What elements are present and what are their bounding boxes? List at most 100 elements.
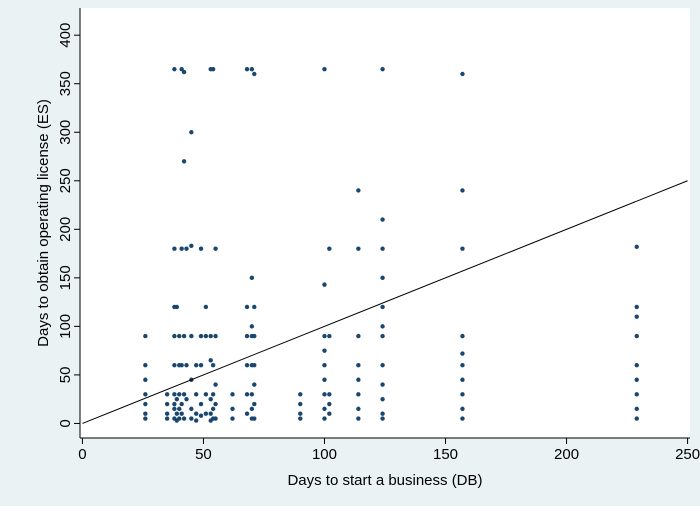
point	[252, 363, 257, 368]
point	[203, 304, 209, 310]
x-tick-label: 200	[554, 446, 579, 463]
point	[164, 416, 170, 421]
point	[634, 333, 639, 339]
point	[322, 363, 327, 368]
point	[193, 392, 199, 397]
point	[213, 401, 218, 407]
y-tick-label: 0	[57, 419, 74, 427]
point	[380, 411, 385, 416]
point	[380, 275, 385, 281]
point	[208, 358, 213, 363]
point	[244, 304, 250, 310]
point	[460, 188, 465, 193]
point	[460, 363, 465, 368]
point	[213, 416, 218, 421]
point	[203, 411, 209, 416]
point	[230, 416, 235, 421]
point	[634, 406, 639, 412]
point	[213, 333, 218, 339]
point	[327, 411, 332, 416]
point	[143, 377, 148, 382]
point	[198, 401, 204, 407]
x-tick-label: 0	[78, 446, 86, 463]
y-tick-label: 400	[57, 23, 74, 48]
point	[356, 406, 361, 412]
point	[174, 396, 180, 402]
reference-line	[82, 180, 688, 424]
point	[193, 363, 199, 368]
point	[322, 348, 327, 353]
point	[460, 71, 465, 77]
point	[210, 363, 216, 368]
point	[252, 304, 257, 310]
point	[356, 363, 361, 368]
x-axis-title: Days to start a business (DB)	[287, 472, 482, 489]
x-tick-label: 150	[433, 446, 458, 463]
point	[249, 66, 255, 72]
point	[327, 392, 332, 397]
point	[198, 333, 204, 339]
point	[189, 130, 194, 135]
point	[380, 217, 385, 222]
point	[380, 246, 385, 251]
point	[298, 392, 303, 397]
point	[143, 401, 148, 407]
point	[164, 401, 170, 407]
point	[164, 411, 170, 416]
point	[322, 333, 327, 339]
point	[380, 416, 385, 421]
point	[203, 333, 209, 339]
point	[322, 282, 327, 287]
point	[252, 333, 257, 339]
point	[380, 66, 385, 72]
point	[177, 416, 182, 421]
y-tick-label: 100	[57, 314, 74, 339]
point	[208, 396, 213, 402]
point	[198, 413, 204, 418]
y-axis-title: Days to obtain operating license (ES)	[35, 99, 52, 347]
point	[634, 314, 639, 319]
point	[460, 377, 465, 382]
point	[634, 244, 639, 249]
point	[252, 416, 257, 421]
point	[634, 377, 639, 382]
point	[380, 304, 385, 310]
point	[198, 363, 204, 368]
point	[380, 382, 385, 387]
point	[460, 406, 465, 412]
point	[198, 246, 204, 251]
point	[213, 382, 218, 387]
point	[244, 392, 250, 397]
point	[356, 416, 361, 421]
point	[174, 304, 180, 310]
y-tick-label: 250	[57, 168, 74, 193]
point	[172, 246, 177, 251]
point	[210, 392, 216, 397]
point	[179, 363, 184, 368]
point	[181, 392, 187, 397]
point	[172, 333, 177, 339]
point	[249, 275, 255, 281]
point	[298, 401, 303, 407]
y-tick-label: 50	[57, 367, 74, 384]
point	[230, 406, 235, 412]
point	[322, 406, 327, 412]
x-tick-label: 100	[312, 446, 337, 463]
point	[380, 324, 385, 329]
point	[460, 246, 465, 251]
point	[252, 71, 257, 77]
point	[184, 363, 189, 368]
point	[244, 411, 250, 416]
point	[172, 392, 177, 397]
point	[460, 351, 465, 356]
point	[356, 246, 361, 251]
point	[164, 392, 170, 397]
point	[252, 401, 257, 407]
point	[193, 411, 199, 416]
point	[181, 69, 187, 75]
point	[179, 401, 184, 407]
point	[210, 66, 216, 72]
point	[244, 333, 250, 339]
point	[203, 392, 209, 397]
point	[172, 406, 177, 412]
